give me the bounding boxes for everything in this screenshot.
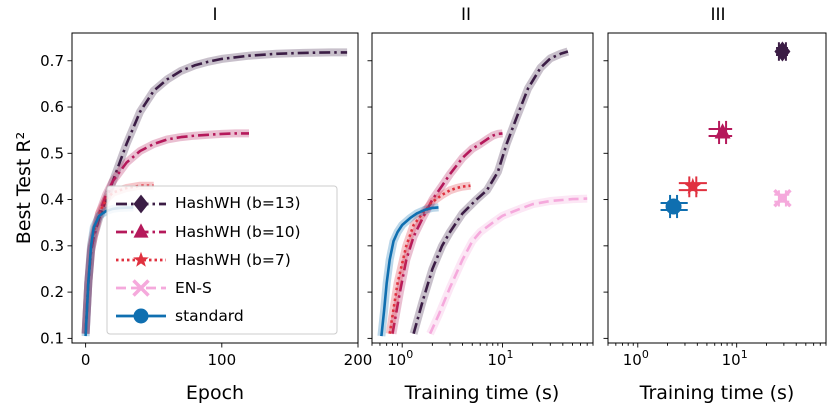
panel-title-i: I	[212, 5, 217, 25]
legend-marker-hashwh-b-13	[133, 194, 149, 214]
x-tick-label-2-0: 100	[623, 348, 649, 369]
x-tick-label-0-1: 100	[207, 351, 236, 369]
panel-title-iii: III	[710, 5, 725, 25]
x-tick-label-2-1: 101	[722, 348, 748, 369]
x-tick-label-0-0: 0	[81, 351, 91, 369]
series-line-hashwh-b-13-1	[412, 50, 569, 335]
y-tick-label-4: 0.5	[40, 144, 64, 162]
point-hashwh-b-13	[774, 41, 791, 62]
x-tick-label-1-0: 100	[387, 348, 413, 369]
marker-standard	[665, 198, 682, 215]
band-hashwh-b-10-1	[388, 129, 503, 335]
marker-hashwh-b-7	[684, 177, 702, 194]
panel-iii: III 100 101 Training time (s)	[603, 5, 827, 404]
marker-hashwh-b-10	[714, 123, 731, 139]
panel-ii: II 100 101 Training time (s)	[367, 5, 594, 404]
legend-label-hashwh-b7: HashWH (b=7)	[175, 251, 291, 269]
legend-marker-hashwh-b-7	[133, 251, 149, 267]
point-standard	[660, 194, 688, 219]
legend-marker-hashwh-b-10	[133, 223, 149, 238]
x-tick-label-0-2: 200	[344, 351, 373, 369]
legend-label-hashwh-b13: HashWH (b=13)	[175, 194, 301, 212]
y-tick-label-1: 0.2	[40, 283, 64, 301]
band-en-s-1	[426, 194, 588, 336]
marker-hashwh-b-13	[774, 41, 791, 62]
panel-title-ii: II	[461, 5, 471, 25]
series-line-hashwh-b-7-1	[388, 184, 471, 334]
y-tick-label-5: 0.6	[40, 98, 64, 116]
y-tick-label-2: 0.3	[40, 237, 64, 255]
x-axis-label-iii: Training time (s)	[639, 382, 795, 404]
legend-box	[106, 185, 338, 335]
y-tick-label-0: 0.1	[40, 329, 64, 347]
y-tick-label-6: 0.7	[40, 52, 64, 70]
panel-i: I 0.1 0.2 0.3 0.4 0.5 0.6 0.7 0 100 200 Epoch Bes…	[13, 5, 372, 404]
y-axis-label: Best Test R²	[13, 132, 35, 244]
legend-label-hashwh-b10: HashWH (b=10)	[175, 223, 301, 241]
axes-frame-iii	[607, 32, 827, 344]
series-line-hashwh-b-13-0	[84, 51, 348, 334]
x-axis-label-i: Epoch	[186, 382, 244, 404]
axes-frame-i	[71, 32, 359, 344]
legend-marker-en-s	[132, 279, 150, 297]
legend-marker-standard	[133, 308, 149, 324]
series-line-standard-1	[380, 206, 439, 337]
series-line-en-s-1	[428, 197, 588, 335]
point-hashwh-b-10	[708, 120, 733, 145]
point-hashwh-b-7	[678, 176, 707, 198]
axes-frame-ii	[371, 32, 594, 344]
marker-en-s	[773, 188, 792, 208]
x-tick-label-1-1: 101	[487, 348, 513, 369]
legend-label-en-s: EN-S	[175, 279, 212, 297]
legend-label-standard: standard	[175, 307, 244, 325]
y-axis-label-text: Best Test R²	[13, 132, 35, 244]
legend: HashWH (b=13) HashWH (b=10) HashWH (b=7)…	[106, 185, 338, 335]
point-en-s	[773, 188, 792, 208]
x-axis-label-ii: Training time (s)	[404, 382, 560, 404]
y-tick-label-3: 0.4	[40, 191, 64, 209]
